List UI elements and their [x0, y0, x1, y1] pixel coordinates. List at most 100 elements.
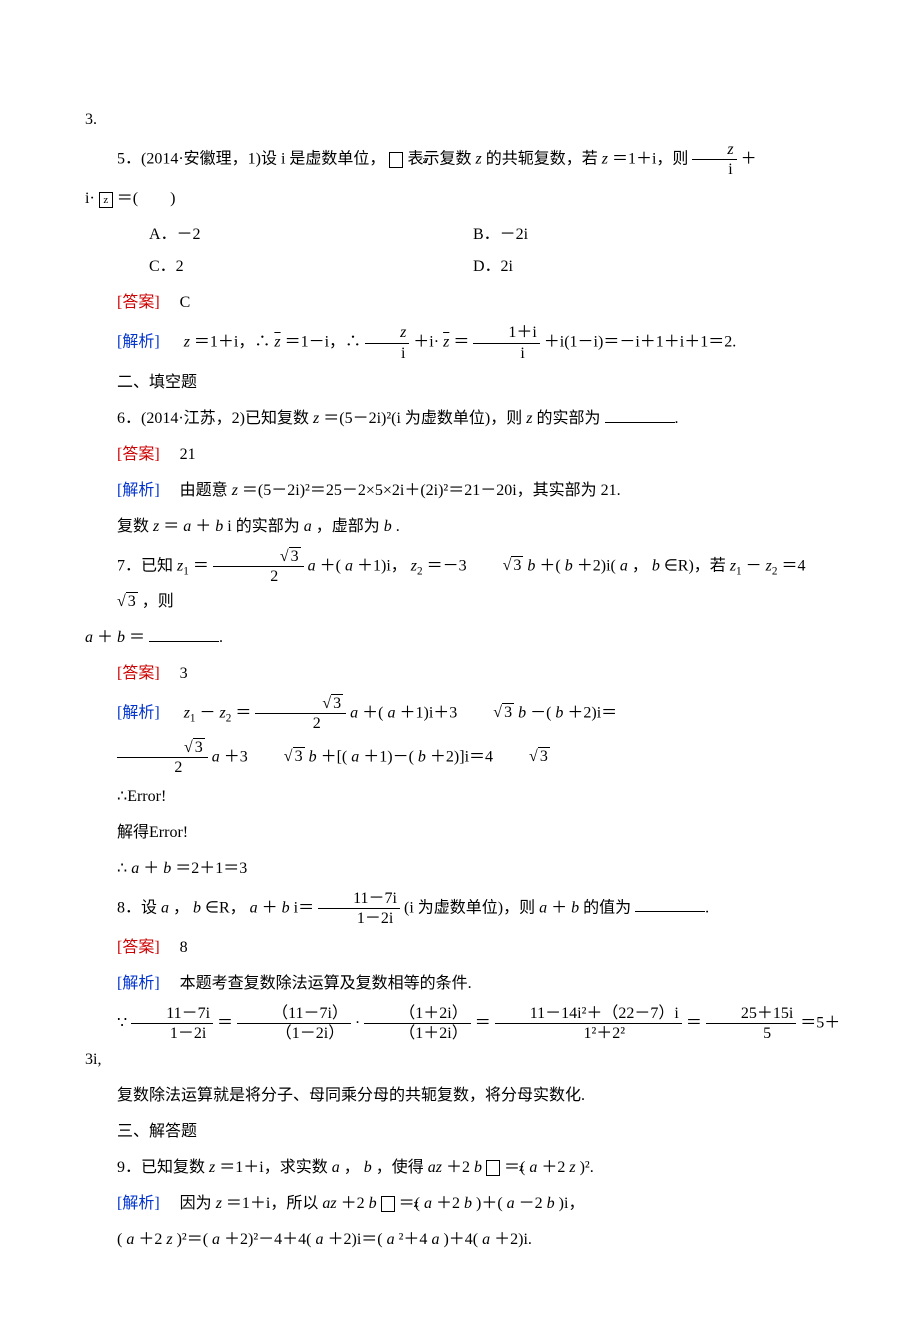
err2-a: 解得	[117, 824, 149, 841]
exp-f: ＋2)i＝	[567, 704, 617, 721]
var-b: b	[418, 748, 426, 765]
frac-num: 3	[213, 547, 304, 567]
err1-b: Error!	[127, 788, 166, 805]
q7-cont: a ＋ b ＝ .	[85, 622, 850, 654]
calc-a: ∵	[117, 1015, 127, 1032]
var-z: z	[166, 1231, 172, 1248]
frac-num: 3	[255, 694, 346, 714]
var-a: a	[507, 1195, 515, 1212]
var-z: z	[475, 150, 481, 167]
exp-e: ＋i(1－i)＝－i＋1＋i＋1＝2.	[544, 334, 736, 351]
frac-den: i	[365, 344, 409, 363]
q8-explanation: [解析] 本题考查复数除法运算及复数相等的条件.	[85, 968, 850, 1000]
var-a: a	[161, 899, 169, 916]
frac-den: （1－2i）	[237, 1024, 351, 1043]
var-b: b	[652, 557, 660, 574]
frac-den: i	[692, 160, 736, 179]
note-b: ＝	[163, 518, 179, 535]
fin-c: ＝2＋1＝3	[175, 860, 247, 877]
frac-den: 1²＋2²	[495, 1024, 682, 1043]
section-2-heading: 二、填空题	[85, 367, 850, 399]
q7-i: ∈R)，若	[664, 557, 730, 574]
var-b: b	[215, 518, 223, 535]
q8-h: 的值为	[583, 899, 631, 916]
page-content: 3. 5．(2014·安徽理，1)设 i 是虚数单位， z 表示复数 z 的共轭…	[0, 0, 920, 1320]
fin-a: ∴	[117, 860, 127, 877]
var-a: a	[620, 557, 628, 574]
fraction: 3 2	[117, 738, 208, 777]
fraction: 3 2	[255, 694, 346, 733]
var-b: b	[117, 629, 125, 646]
l2-e: ＋2)i＝(	[328, 1231, 383, 1248]
var-z: z	[184, 334, 190, 351]
exp-b: ＝1－i，∴	[285, 334, 361, 351]
q5-explanation: [解析] z ＝1＋i，∴ z ＝1－i，∴ z i ＋i· z ＝ 1＋i i…	[85, 323, 850, 362]
q5-choices-row2: C．2 D．2i	[85, 251, 850, 283]
q7-a: 7．已知	[117, 557, 177, 574]
frac-num: 25＋15i	[706, 1004, 796, 1024]
fraction: （11－7i） （1－2i）	[237, 1004, 351, 1043]
q7-b: ＝	[193, 557, 209, 574]
l2-a: (	[117, 1231, 122, 1248]
zbar-box-icon: z	[486, 1160, 500, 1176]
fill-blank	[605, 406, 675, 423]
q7-final: ∴ a ＋ b ＝2＋1＝3	[85, 853, 850, 885]
answer-value: 8	[164, 939, 188, 956]
q5-stem-cont: i· z ＝( )	[85, 183, 850, 215]
q5-stem: 5．(2014·安徽理，1)设 i 是虚数单位， z 表示复数 z 的共轭复数，…	[85, 140, 850, 179]
q9-stem: 9．已知复数 z ＝1＋i，求实数 a ， b ，使得 az ＋2 b z ＝(…	[85, 1152, 850, 1184]
l2-c: ＋1)－(	[363, 748, 414, 765]
var-b: b	[163, 860, 171, 877]
zbar-box-icon: z	[389, 152, 403, 168]
fraction: 25＋15i 5	[706, 1004, 796, 1043]
var-b: b	[518, 704, 526, 721]
q7-k: ＝4	[781, 557, 805, 574]
q7-j: －	[746, 557, 762, 574]
var-a: a	[345, 557, 353, 574]
fraction: 11－14i²＋（22－7）i 1²＋2²	[495, 1004, 682, 1043]
sqrt-icon: 3	[471, 550, 524, 582]
q7-g: ＋2)i(	[577, 557, 616, 574]
l2-f: ²＋4	[399, 1231, 428, 1248]
note-f: .	[396, 518, 400, 535]
q5-text-e: ＋	[741, 150, 757, 167]
var-z: z	[330, 1195, 336, 1212]
frac-den: 1－2i	[131, 1024, 213, 1043]
choice-c: C．2	[117, 251, 437, 283]
var-a: a	[212, 748, 220, 765]
q5-choices-row1: A．－2 B．－2i	[85, 219, 850, 251]
frac-num: 1＋i	[473, 323, 539, 343]
exp-a: 由题意	[164, 482, 232, 499]
q6-text-b: ＝(5－2i)²(i 为虚数单位)，则	[323, 410, 526, 427]
q8-a: 8．设	[117, 899, 161, 916]
exp-d: ＋1)i＋3	[400, 704, 458, 721]
q6-explanation: [解析] 由题意 z ＝(5－2i)²＝25－2×5×2i＋(2i)²＝21－2…	[85, 475, 850, 507]
var-b: b	[474, 1159, 482, 1176]
q5-answer: [答案] C	[85, 287, 850, 319]
var-b: b	[309, 748, 317, 765]
q7-c: ＋(	[320, 557, 341, 574]
q9-g: ＋2	[541, 1159, 565, 1176]
q5-tail-a: i·	[85, 190, 95, 207]
answer-value: 3	[164, 665, 188, 682]
q7-stem: 7．已知 z1 ＝ 3 2 a ＋( a ＋1)i， z2 ＝－3 3 b ＋(…	[85, 547, 850, 618]
q9-a: 9．已知复数	[117, 1159, 209, 1176]
choice-b: B．－2i	[441, 219, 761, 251]
var-b: b	[555, 704, 563, 721]
answer-label: [答案]	[117, 294, 160, 311]
note-a: 复数	[117, 518, 153, 535]
q7-exp-line2: 3 2 a ＋3 3 b ＋[( a ＋1)－( b ＋2)]i＝4 3	[85, 738, 850, 777]
exp-e: ＋2	[436, 1195, 460, 1212]
frac-num: （11－7i）	[237, 1004, 351, 1024]
var-a: a	[304, 518, 312, 535]
zbar-box-icon: z	[381, 1196, 395, 1212]
q7-cont-a: ＋	[97, 629, 113, 646]
fraction: z i	[365, 323, 409, 362]
var-z: z	[153, 518, 159, 535]
exp-c: ＋(	[362, 704, 383, 721]
var-b: b	[369, 1195, 377, 1212]
calc-d: ＝	[686, 1015, 702, 1032]
q7-l: ，则	[142, 593, 174, 610]
note-e: ，虚部为	[316, 518, 384, 535]
frac-num: z	[692, 140, 736, 160]
